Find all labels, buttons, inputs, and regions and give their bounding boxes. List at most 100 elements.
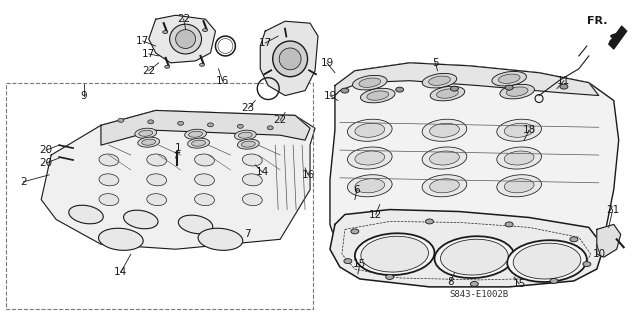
Text: 9: 9: [81, 91, 87, 100]
Ellipse shape: [179, 215, 212, 234]
Ellipse shape: [436, 89, 458, 98]
Ellipse shape: [191, 140, 205, 146]
Ellipse shape: [353, 75, 387, 90]
Text: 22: 22: [177, 14, 190, 24]
Ellipse shape: [189, 131, 202, 137]
Ellipse shape: [492, 71, 527, 86]
Ellipse shape: [238, 132, 252, 138]
Ellipse shape: [99, 228, 143, 250]
Ellipse shape: [429, 76, 451, 85]
Ellipse shape: [429, 151, 460, 165]
Ellipse shape: [99, 174, 119, 186]
Ellipse shape: [505, 85, 513, 90]
Ellipse shape: [99, 194, 119, 206]
Ellipse shape: [440, 239, 508, 275]
Ellipse shape: [359, 78, 381, 87]
Ellipse shape: [355, 179, 385, 193]
Ellipse shape: [497, 175, 541, 197]
Text: 12: 12: [369, 210, 382, 219]
Ellipse shape: [147, 174, 166, 186]
Text: 14: 14: [115, 267, 127, 277]
Text: 22: 22: [273, 115, 287, 125]
Ellipse shape: [207, 123, 214, 127]
Ellipse shape: [513, 243, 581, 279]
Ellipse shape: [198, 228, 243, 250]
Ellipse shape: [504, 123, 534, 137]
Ellipse shape: [508, 240, 587, 282]
Ellipse shape: [506, 87, 528, 96]
Polygon shape: [260, 21, 318, 96]
Ellipse shape: [164, 65, 170, 68]
Text: 16: 16: [301, 170, 315, 180]
Ellipse shape: [234, 130, 256, 140]
Ellipse shape: [68, 205, 103, 224]
Ellipse shape: [367, 91, 388, 100]
Text: 20: 20: [40, 145, 52, 155]
Text: FR.: FR.: [586, 16, 607, 26]
Ellipse shape: [560, 84, 568, 89]
Ellipse shape: [344, 259, 352, 263]
Text: 20: 20: [40, 158, 52, 168]
Ellipse shape: [348, 147, 392, 169]
Ellipse shape: [184, 129, 207, 139]
Ellipse shape: [148, 120, 154, 124]
Ellipse shape: [202, 29, 207, 32]
Text: 1: 1: [175, 143, 182, 153]
Polygon shape: [330, 210, 604, 287]
Text: 14: 14: [255, 167, 269, 177]
Text: 17: 17: [136, 36, 149, 46]
Ellipse shape: [550, 278, 558, 283]
Ellipse shape: [430, 86, 465, 101]
Ellipse shape: [360, 88, 395, 103]
Ellipse shape: [200, 63, 205, 66]
Ellipse shape: [470, 281, 478, 286]
Ellipse shape: [348, 175, 392, 197]
Bar: [6, 83, 313, 309]
Ellipse shape: [500, 84, 534, 99]
Ellipse shape: [504, 179, 534, 193]
Ellipse shape: [435, 236, 514, 278]
Ellipse shape: [355, 123, 385, 137]
Ellipse shape: [422, 147, 467, 169]
Ellipse shape: [422, 73, 457, 88]
Ellipse shape: [422, 119, 467, 141]
Ellipse shape: [195, 194, 214, 206]
Polygon shape: [596, 225, 621, 257]
Ellipse shape: [429, 179, 460, 193]
Ellipse shape: [396, 87, 404, 92]
Text: 8: 8: [447, 277, 454, 287]
Ellipse shape: [429, 123, 460, 137]
Text: 18: 18: [522, 125, 536, 135]
Ellipse shape: [426, 219, 433, 224]
Text: 6: 6: [353, 185, 360, 195]
Ellipse shape: [386, 274, 394, 279]
Text: 16: 16: [216, 76, 229, 86]
Ellipse shape: [170, 24, 202, 54]
Polygon shape: [41, 110, 315, 249]
Text: 23: 23: [242, 103, 255, 114]
Ellipse shape: [99, 154, 119, 166]
Text: 17: 17: [142, 49, 156, 59]
Ellipse shape: [504, 151, 534, 165]
Ellipse shape: [497, 119, 541, 141]
Ellipse shape: [422, 175, 467, 197]
Ellipse shape: [135, 128, 157, 138]
Ellipse shape: [237, 139, 259, 149]
Ellipse shape: [195, 174, 214, 186]
Text: 11: 11: [557, 76, 571, 86]
Text: 10: 10: [593, 249, 606, 259]
Ellipse shape: [348, 119, 392, 141]
Polygon shape: [101, 110, 310, 145]
Text: 19: 19: [323, 91, 337, 100]
Ellipse shape: [147, 194, 166, 206]
Ellipse shape: [237, 124, 243, 128]
Ellipse shape: [243, 194, 262, 206]
Ellipse shape: [138, 137, 159, 147]
Ellipse shape: [497, 147, 541, 169]
Ellipse shape: [142, 139, 156, 145]
Ellipse shape: [188, 138, 209, 148]
Ellipse shape: [195, 154, 214, 166]
Ellipse shape: [124, 210, 158, 229]
Text: S843-E1002B: S843-E1002B: [450, 290, 509, 299]
Ellipse shape: [139, 130, 153, 136]
